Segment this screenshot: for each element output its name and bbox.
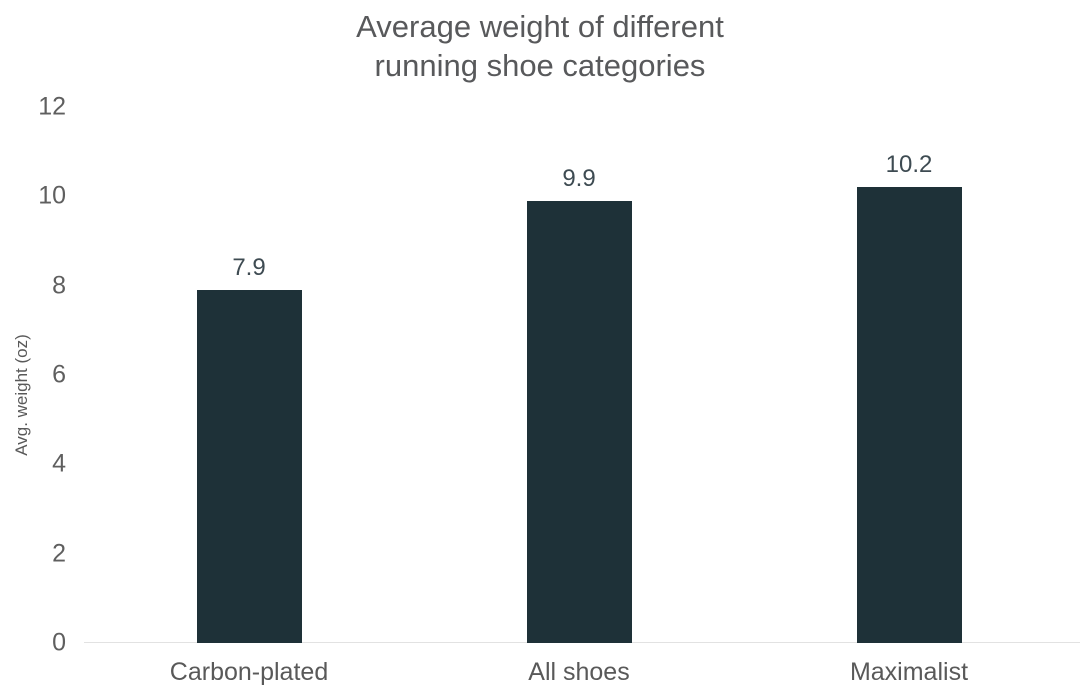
- chart-title: Average weight of different running shoe…: [356, 9, 724, 83]
- bar-all-shoes: [526, 201, 632, 643]
- bar-value-label: 10.2: [885, 151, 933, 178]
- bar-value-label: 9.9: [562, 165, 596, 192]
- y-tick-label: 4: [52, 449, 66, 478]
- y-tick-label: 8: [52, 271, 66, 300]
- y-tick-label: 12: [38, 92, 66, 121]
- bar-carbon-plated: [196, 290, 302, 643]
- x-category-label: All shoes: [528, 658, 630, 686]
- x-category-label: Carbon-plated: [169, 658, 329, 686]
- x-category-label: Maximalist: [849, 658, 969, 686]
- y-tick-label: 10: [38, 181, 66, 210]
- y-tick-label: 6: [52, 360, 66, 389]
- bar-value-label: 7.9: [232, 254, 266, 281]
- y-tick-label: 2: [52, 539, 66, 568]
- y-tick-label: 0: [52, 628, 66, 657]
- bar-maximalist: [856, 187, 962, 643]
